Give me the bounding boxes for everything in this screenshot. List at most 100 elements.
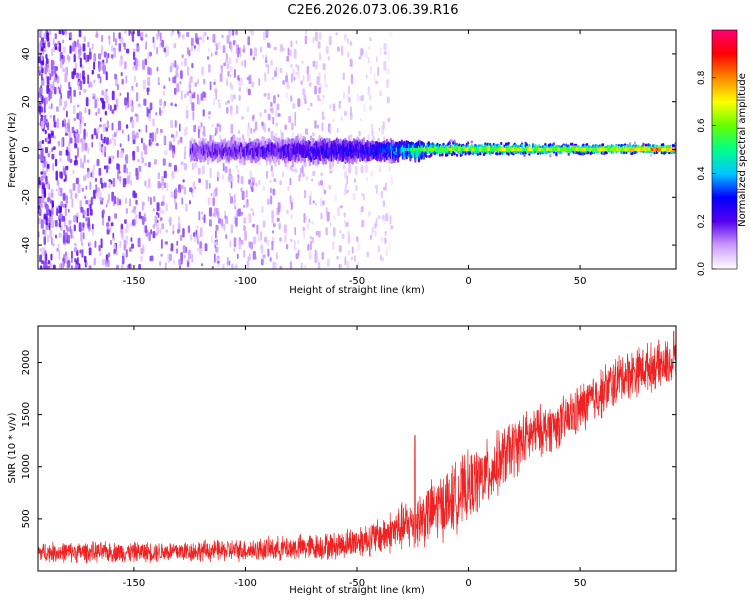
noise-cell	[369, 95, 372, 101]
noise-cell	[260, 46, 263, 53]
signal-cell	[519, 151, 522, 155]
signal-core-cell	[420, 148, 423, 151]
noise-cell	[67, 118, 70, 124]
noise-cell	[341, 233, 345, 240]
noise-cell	[305, 128, 309, 135]
noise-cell	[71, 258, 73, 264]
noise-cell	[257, 234, 260, 243]
noise-cell	[137, 46, 140, 51]
noise-cell	[323, 189, 327, 195]
noise-cell	[287, 185, 290, 191]
signal-core-cell	[500, 148, 504, 151]
signal-core-cell	[492, 148, 495, 151]
noise-cell	[142, 201, 144, 211]
noise-cell	[270, 165, 273, 172]
noise-cell	[156, 33, 159, 40]
noise-cell	[225, 77, 228, 82]
signal-core-cell	[613, 148, 616, 151]
noise-cell	[211, 123, 214, 128]
noise-cell	[177, 189, 180, 193]
noise-cell	[41, 182, 45, 186]
noise-cell	[310, 190, 312, 197]
noise-cell	[346, 175, 348, 185]
noise-cell	[369, 37, 372, 42]
noise-cell	[263, 123, 266, 133]
noise-cell	[120, 150, 124, 159]
noise-cell	[285, 75, 288, 83]
noise-cell	[111, 122, 114, 131]
noise-cell	[248, 30, 252, 34]
noise-cell	[383, 136, 386, 141]
noise-cell	[329, 125, 331, 135]
noise-cell	[322, 200, 325, 206]
noise-cell	[40, 219, 44, 229]
noise-cell	[42, 163, 45, 173]
noise-cell	[180, 252, 183, 261]
noise-cell	[272, 116, 275, 125]
noise-cell	[122, 178, 126, 188]
noise-cell	[272, 188, 276, 196]
noise-cell	[76, 257, 79, 265]
noise-cell	[41, 73, 43, 81]
signal-core-cell	[481, 148, 485, 151]
noise-cell	[59, 206, 62, 213]
noise-cell	[201, 263, 204, 267]
noise-cell	[250, 30, 254, 36]
x-tick-label: 0	[465, 276, 471, 287]
noise-cell	[144, 180, 147, 187]
signal-cell	[249, 141, 252, 147]
noise-cell	[71, 250, 73, 259]
noise-cell	[247, 213, 250, 218]
noise-cell	[162, 195, 166, 204]
noise-cell	[50, 67, 54, 77]
noise-cell	[101, 146, 104, 156]
noise-cell	[219, 72, 223, 82]
noise-cell	[286, 55, 290, 62]
noise-cell	[209, 81, 212, 91]
noise-cell	[81, 162, 84, 169]
noise-cell	[82, 232, 85, 240]
signal-core-cell	[645, 148, 648, 151]
signal-core-cell	[490, 148, 493, 151]
noise-cell	[311, 132, 315, 137]
signal-cell	[303, 157, 306, 163]
noise-cell	[155, 211, 159, 216]
noise-cell	[38, 66, 41, 71]
noise-cell	[50, 59, 54, 70]
noise-cell	[187, 225, 191, 234]
noise-cell	[349, 41, 353, 46]
noise-cell	[168, 162, 172, 167]
signal-cell	[523, 153, 526, 157]
noise-cell	[91, 43, 94, 50]
noise-cell	[111, 90, 115, 101]
noise-cell	[89, 83, 93, 88]
signal-cell	[489, 142, 492, 146]
noise-cell	[303, 94, 307, 101]
noise-cell	[142, 79, 146, 90]
noise-cell	[111, 154, 113, 163]
noise-cell	[104, 165, 107, 170]
noise-cell	[128, 263, 131, 269]
noise-cell	[45, 96, 48, 105]
noise-cell	[100, 133, 103, 141]
noise-cell	[175, 188, 178, 198]
noise-cell	[344, 171, 347, 179]
noise-cell	[383, 51, 387, 55]
noise-cell	[112, 47, 116, 51]
noise-cell	[124, 219, 127, 224]
signal-core-cell	[436, 148, 439, 151]
noise-cell	[172, 224, 175, 231]
signal-cell	[453, 152, 456, 156]
signal-core-cell	[457, 148, 461, 151]
noise-cell	[228, 260, 231, 266]
noise-cell	[54, 46, 57, 51]
noise-cell	[49, 230, 53, 239]
noise-cell	[176, 83, 180, 93]
noise-cell	[45, 54, 48, 59]
noise-cell	[214, 41, 217, 46]
noise-cell	[116, 84, 119, 91]
noise-cell	[108, 182, 112, 189]
noise-cell	[121, 129, 124, 134]
noise-cell	[152, 224, 156, 229]
noise-cell	[371, 226, 375, 233]
